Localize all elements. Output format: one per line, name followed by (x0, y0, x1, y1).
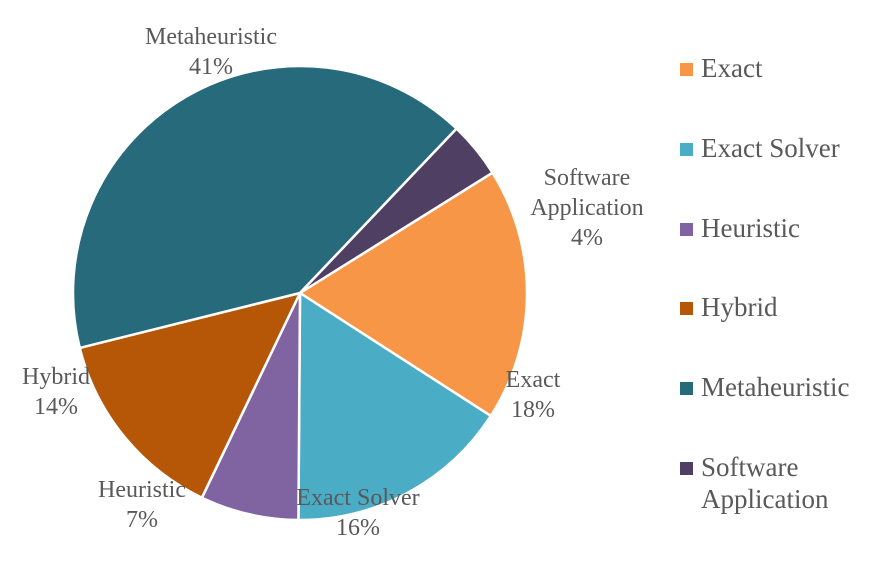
legend-label-hybrid: Hybrid (701, 292, 778, 322)
legend-item-exact[interactable]: Exact (680, 52, 890, 132)
legend-swatch-software-application (680, 462, 693, 475)
legend-item-heuristic[interactable]: Heuristic (680, 212, 890, 291)
legend-item-metaheuristic[interactable]: Metaheuristic (680, 371, 890, 451)
data-label-metaheuristic: Metaheuristic 41% (145, 24, 277, 80)
legend-label-heuristic: Heuristic (701, 213, 800, 243)
legend-label-software-application: Software Application (701, 452, 829, 514)
pie-slice-metaheuristic[interactable] (71, 64, 459, 350)
legend-label-metaheuristic: Metaheuristic (701, 372, 850, 402)
pie-slice-exact[interactable] (297, 170, 529, 418)
legend-swatch-heuristic (680, 223, 693, 236)
pie-slice-exact-solver[interactable] (297, 290, 493, 522)
data-label-exact: Exact 18% (506, 367, 561, 423)
data-label-hybrid: Hybrid 14% (22, 364, 90, 420)
legend-item-hybrid[interactable]: Hybrid (680, 291, 890, 371)
pie-slice-hybrid[interactable] (78, 291, 303, 500)
legend: Exact Exact Solver Heuristic Hybrid Meta… (680, 52, 890, 515)
legend-swatch-exact (680, 63, 693, 76)
legend-swatch-hybrid (680, 302, 693, 315)
legend-item-software-application[interactable]: Software Application (680, 451, 890, 515)
data-label-software-application: Software Application 4% (530, 165, 643, 251)
legend-label-exact: Exact (701, 53, 763, 83)
data-label-heuristic: Heuristic 7% (98, 477, 186, 533)
data-label-exact-solver: Exact Solver 16% (296, 485, 419, 541)
legend-swatch-metaheuristic (680, 382, 693, 395)
pie-slice-software-application[interactable] (299, 126, 495, 295)
legend-item-exact-solver[interactable]: Exact Solver (680, 132, 890, 212)
legend-label-exact-solver: Exact Solver (701, 133, 840, 163)
legend-swatch-exact-solver (680, 143, 693, 156)
